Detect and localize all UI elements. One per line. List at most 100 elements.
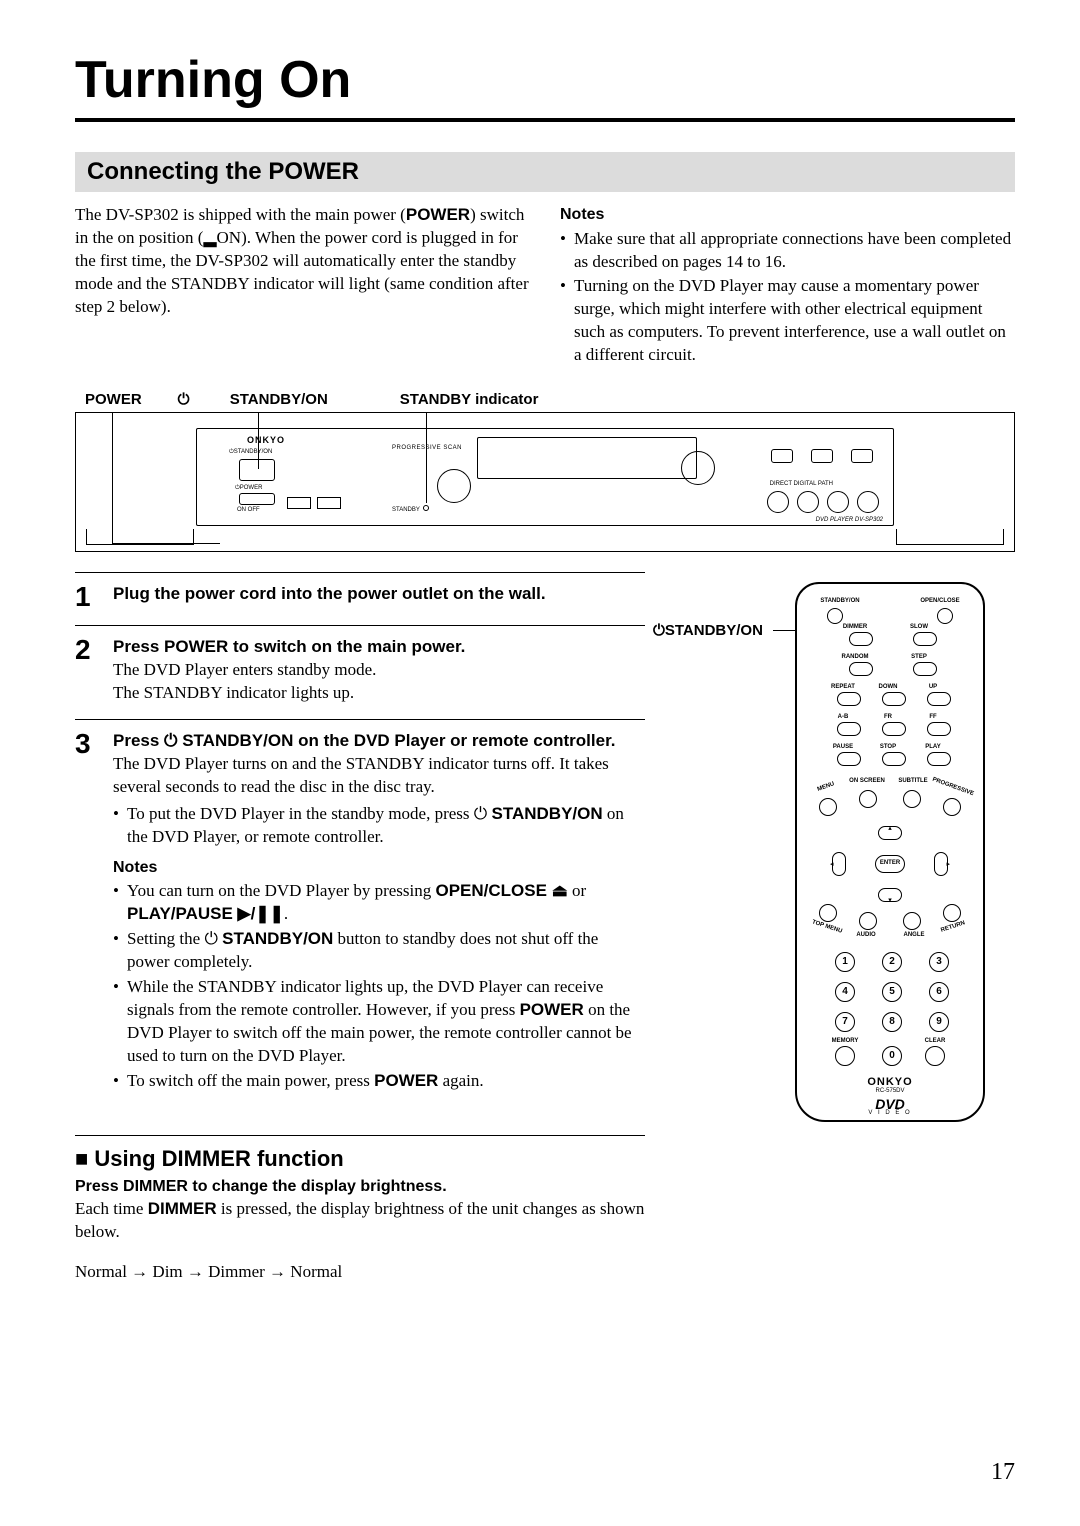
step-3: 3 Press ⏻ STANDBY/ON on the DVD Player o… bbox=[75, 719, 645, 1109]
remote-btn-memory bbox=[835, 1046, 855, 1066]
remote-row-label: DOWN bbox=[868, 684, 908, 690]
remote-row-button bbox=[837, 692, 861, 706]
remote-row-label: SLOW bbox=[899, 624, 939, 630]
dimmer-sequence: Normal → Dim → Dimmer → Normal bbox=[75, 1262, 645, 1282]
remote-btn-7: 7 bbox=[835, 1012, 855, 1032]
remote-btn-clear bbox=[925, 1046, 945, 1066]
remote-btn-4: 4 bbox=[835, 982, 855, 1002]
intro-paragraph: The DV-SP302 is shipped with the main po… bbox=[75, 204, 530, 319]
remote-row-button bbox=[927, 722, 951, 736]
remote-lbl-clear: CLEAR bbox=[917, 1038, 953, 1044]
panel-dolby-icon bbox=[287, 497, 311, 509]
intro-note-2: Turning on the DVD Player may cause a mo… bbox=[560, 275, 1015, 367]
dimmer-title: Using DIMMER function bbox=[75, 1146, 645, 1172]
intro-notes-list: Make sure that all appropriate connectio… bbox=[560, 228, 1015, 368]
remote-row-label: FF bbox=[913, 714, 953, 720]
step-1-heading: Plug the power cord into the power outle… bbox=[113, 583, 645, 606]
remote-btn-menu bbox=[819, 798, 837, 816]
step-1-number: 1 bbox=[75, 583, 113, 611]
dimmer-subtitle: Press DIMMER to change the display brigh… bbox=[75, 1178, 645, 1196]
remote-btn-enter: ENTER bbox=[875, 855, 905, 873]
remote-column: ⏻STANDBY/ON STANDBY/ON OPEN/CLOSE DIMMER… bbox=[675, 572, 1015, 1281]
remote-video-label: V I D E O bbox=[797, 1110, 983, 1116]
remote-btn-standby bbox=[827, 608, 843, 624]
section-heading-power: Connecting the POWER bbox=[75, 152, 1015, 192]
remote-row-label: A-B bbox=[823, 714, 863, 720]
step-3-notes-list: You can turn on the DVD Player by pressi… bbox=[113, 880, 645, 1092]
remote-row-button bbox=[837, 752, 861, 766]
panel-label-indicator: STANDBY indicator bbox=[400, 391, 539, 408]
panel-model-label: DVD PLAYER DV-SP302 bbox=[816, 517, 883, 523]
remote-row-label: STOP bbox=[868, 744, 908, 750]
remote-diagram: STANDBY/ON OPEN/CLOSE DIMMER SLOW RANDOM ST… bbox=[795, 582, 985, 1122]
panel-display bbox=[477, 437, 697, 479]
remote-lbl-memory: MEMORY bbox=[827, 1038, 863, 1044]
step-3-heading: Press ⏻ STANDBY/ON on the DVD Player or … bbox=[113, 730, 645, 753]
panel-btn-play bbox=[851, 449, 873, 463]
notes-heading: Notes bbox=[560, 204, 1015, 226]
dimmer-rule bbox=[75, 1135, 645, 1136]
remote-row-label: UP bbox=[913, 684, 953, 690]
step-3-note-2: Setting the ⏻ STANDBY/ON button to stand… bbox=[113, 928, 645, 974]
step-3-note-1: You can turn on the DVD Player by pressi… bbox=[113, 880, 645, 926]
remote-btn-angle bbox=[903, 912, 921, 930]
steps-column: 1 Plug the power cord into the power out… bbox=[75, 572, 645, 1281]
remote-row-label: PAUSE bbox=[823, 744, 863, 750]
intro-right: Notes Make sure that all appropriate con… bbox=[560, 204, 1015, 369]
remote-row-button bbox=[927, 692, 951, 706]
panel-logo: ONKYO bbox=[247, 435, 285, 445]
panel-onoff-label: ON OFF bbox=[237, 507, 260, 513]
remote-row-label: RANDOM bbox=[835, 654, 875, 660]
step-2-body-2: The STANDBY indicator lights up. bbox=[113, 682, 645, 705]
remote-btn-onscreen bbox=[859, 790, 877, 808]
remote-btn-subtitle bbox=[903, 790, 921, 808]
remote-row-label: FR bbox=[868, 714, 908, 720]
remote-btn-1: 1 bbox=[835, 952, 855, 972]
remote-btn-8: 8 bbox=[882, 1012, 902, 1032]
remote-nav-pad: ENTER ▴ ▾ ◂ ▸ bbox=[832, 826, 948, 902]
panel-label-power: POWER bbox=[85, 391, 142, 408]
page-title: Turning On bbox=[75, 50, 1015, 122]
panel-btn-rew bbox=[827, 491, 849, 513]
remote-row-label: DIMMER bbox=[835, 624, 875, 630]
remote-btn-topmenu bbox=[819, 904, 837, 922]
remote-row-button bbox=[837, 722, 861, 736]
remote-btn-9: 9 bbox=[929, 1012, 949, 1032]
remote-row-button bbox=[849, 632, 873, 646]
remote-btn-0: 0 bbox=[882, 1046, 902, 1066]
remote-lbl-open: OPEN/CLOSE bbox=[915, 598, 965, 604]
remote-nav-left bbox=[832, 852, 846, 876]
panel-ir-window bbox=[437, 469, 471, 503]
remote-btn-5: 5 bbox=[882, 982, 902, 1002]
step-2-number: 2 bbox=[75, 636, 113, 705]
remote-row-button bbox=[927, 752, 951, 766]
panel-btn-prev bbox=[767, 491, 789, 513]
remote-brand: ONKYO bbox=[797, 1076, 983, 1088]
front-panel-diagram: ONKYO ⏻STANDBY/ON ⏻POWER ON OFF PROGRESS… bbox=[75, 412, 1015, 552]
panel-label-standby: ⏻ STANDBY/ON bbox=[178, 391, 364, 408]
remote-row-button bbox=[849, 662, 873, 676]
remote-btn-audio bbox=[859, 912, 877, 930]
remote-row-button bbox=[882, 752, 906, 766]
panel-label-row: POWER ⏻ STANDBY/ON STANDBY indicator bbox=[75, 391, 1015, 408]
step-2-heading: Press POWER to switch on the main power. bbox=[113, 636, 645, 659]
step-3-bullet-1: To put the DVD Player in the standby mod… bbox=[113, 803, 645, 849]
remote-btn-return bbox=[943, 904, 961, 922]
panel-standbyon-label: ⏻STANDBY/ON bbox=[229, 449, 272, 456]
panel-dts-icon bbox=[317, 497, 341, 509]
remote-model: RC-575DV bbox=[797, 1088, 983, 1094]
remote-row-label: STEP bbox=[899, 654, 939, 660]
remote-row-button bbox=[882, 722, 906, 736]
remote-row-button bbox=[913, 662, 937, 676]
panel-standby-led bbox=[423, 505, 429, 511]
dimmer-body: Each time DIMMER is pressed, the display… bbox=[75, 1198, 645, 1244]
remote-lbl-standby: STANDBY/ON bbox=[815, 598, 865, 604]
panel-btn-next bbox=[797, 491, 819, 513]
panel-standby-ind-label: STANDBY bbox=[392, 507, 420, 513]
panel-foot-right bbox=[896, 529, 1004, 545]
remote-btn-progressive bbox=[943, 798, 961, 816]
panel-foot-left bbox=[86, 529, 194, 545]
step-3-number: 3 bbox=[75, 730, 113, 1095]
remote-btn-open bbox=[937, 608, 953, 624]
step-2: 2 Press POWER to switch on the main powe… bbox=[75, 625, 645, 719]
